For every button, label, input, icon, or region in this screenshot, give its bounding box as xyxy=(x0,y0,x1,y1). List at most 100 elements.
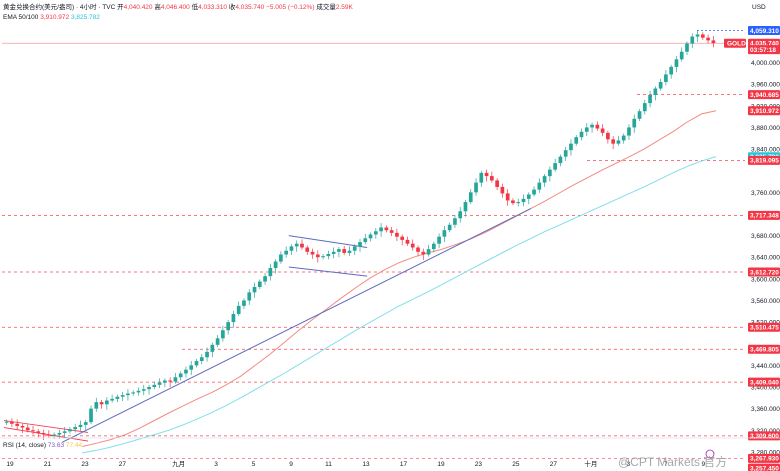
candle-body xyxy=(384,227,389,231)
candle-body xyxy=(664,74,668,83)
time-tick-label: 十月 xyxy=(584,459,597,468)
candles xyxy=(4,30,716,440)
time-tick-label: 13 xyxy=(362,461,370,468)
price-axis[interactable]: 4,000.0003,960.0003,920.0003,880.0003,84… xyxy=(751,60,780,456)
candle-body xyxy=(126,393,130,396)
candle-body xyxy=(62,431,67,433)
price-label-text: 3,910.972 xyxy=(750,108,779,115)
rsi-value: 73.63 xyxy=(47,442,65,449)
candle-body xyxy=(511,200,515,204)
price-label-box xyxy=(748,453,780,463)
candle-body xyxy=(120,395,125,397)
candle-body xyxy=(490,176,494,181)
candle-body xyxy=(484,172,489,177)
candle-body xyxy=(342,249,347,253)
candle-body xyxy=(706,37,710,41)
candle-body xyxy=(548,169,552,177)
candle-body xyxy=(442,230,447,237)
candle-body xyxy=(389,230,394,233)
candle-body xyxy=(194,361,199,366)
candle-body xyxy=(184,369,188,374)
candle-body xyxy=(410,243,415,248)
candle-body xyxy=(416,247,420,252)
candle-body xyxy=(669,66,674,75)
candle-body xyxy=(558,156,563,164)
candle-body xyxy=(542,176,547,183)
time-tick-label: 九月 xyxy=(172,459,185,468)
price-label-text: 4,059.310 xyxy=(750,28,779,35)
rsi-legend: RSI (14, close) 73.63 77.44 xyxy=(3,442,82,449)
legend-open: 4,040.420 xyxy=(123,4,153,11)
rsi-pane xyxy=(0,437,780,459)
price-label-box xyxy=(748,155,780,165)
candle-body xyxy=(173,377,178,382)
candle-body xyxy=(136,390,141,393)
candle-body xyxy=(474,182,478,193)
candle-body xyxy=(584,127,589,132)
candle-body xyxy=(284,250,289,255)
candle-body xyxy=(104,400,109,405)
time-tick-label: 23 xyxy=(475,461,483,468)
candle-body xyxy=(379,227,383,232)
candle-body xyxy=(569,143,573,151)
trendline xyxy=(3,427,89,442)
ema100-value: 3,825.782 xyxy=(70,14,100,21)
time-axis[interactable]: 19 21 23 27 九月 3 5 9 11 13 17 19 23 25 27 十月 3 7 9 xyxy=(6,459,705,468)
candle-body xyxy=(590,124,594,128)
candle-body xyxy=(252,286,257,293)
time-tick-label: 3 xyxy=(214,461,218,468)
price-label-box xyxy=(748,106,780,116)
chart-legend: 黄金兑换合约(美元/盎司) · 4小时 · TVC 开4,040.420 高4,… xyxy=(3,3,353,23)
trendline xyxy=(62,208,532,443)
candle-body xyxy=(189,365,194,370)
candle-body xyxy=(236,305,241,314)
candle-body xyxy=(326,253,331,257)
legend-high: 4,046.400 xyxy=(160,4,190,11)
legend-line-1: 黄金兑换合约(美元/盎司) · 4小时 · TVC 开4,040.420 高4,… xyxy=(3,3,353,13)
candle-body xyxy=(73,427,78,430)
candle-body xyxy=(400,236,405,240)
candle-body xyxy=(310,251,315,255)
candle-body xyxy=(437,236,441,244)
time-tick-label: 23 xyxy=(81,461,89,468)
price-tick-label: 3,840.000 xyxy=(751,147,780,154)
ema-lines xyxy=(82,110,717,454)
candle-body xyxy=(263,276,267,282)
candle-body xyxy=(15,423,20,426)
candle-body xyxy=(553,163,557,170)
candle-body xyxy=(458,211,463,219)
candle-body xyxy=(426,249,431,255)
price-tick-label: 3,320.000 xyxy=(751,428,780,435)
legend-close: 4,035.740 xyxy=(235,4,265,11)
candle-body xyxy=(611,139,616,144)
rsi-ma-value: 77.44 xyxy=(65,442,83,449)
legend-line-2: EMA 50/100 3,910.972 3,825.782 xyxy=(3,13,353,23)
candle-body xyxy=(279,254,283,262)
legend-open-label: 开 xyxy=(117,4,124,11)
time-tick-label: 9 xyxy=(289,461,293,468)
candle-body xyxy=(321,256,325,258)
candle-body xyxy=(294,243,299,247)
time-tick-label: 3 xyxy=(627,461,631,468)
candle-body xyxy=(563,150,568,157)
candle-body xyxy=(658,82,663,89)
price-label-text: 3,940.685 xyxy=(750,92,779,99)
candle-body xyxy=(83,422,88,425)
candle-body xyxy=(690,36,695,44)
candle-body xyxy=(210,344,215,352)
legend-volume: 2.59K xyxy=(335,4,353,11)
time-tick-label: 21 xyxy=(44,461,52,468)
candle-body xyxy=(57,432,62,435)
candle-body xyxy=(215,338,220,345)
candle-body xyxy=(521,198,526,203)
candle-body xyxy=(242,300,246,306)
legend-volume-label: 成交量 xyxy=(316,4,336,11)
candle-body xyxy=(516,202,521,204)
candle-body xyxy=(500,186,505,194)
candle-body xyxy=(273,261,278,269)
candle-body xyxy=(157,382,162,385)
candle-body xyxy=(600,128,605,133)
price-tick-label: 3,360.000 xyxy=(751,406,780,413)
